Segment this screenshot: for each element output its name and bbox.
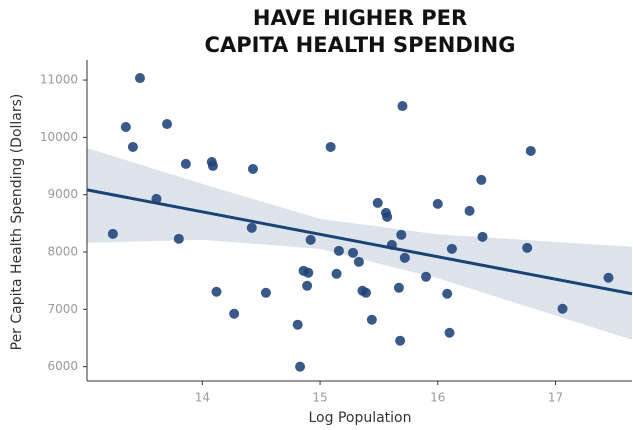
scatter-point	[557, 303, 568, 314]
x-axis-label: Log Population	[308, 410, 411, 426]
scatter-point	[302, 280, 313, 291]
scatter-point	[127, 141, 138, 152]
scatter-point	[396, 229, 407, 240]
scatter-point	[366, 314, 377, 325]
scatter-point	[393, 282, 404, 293]
scatter-point	[444, 327, 455, 338]
scatter-point	[331, 268, 342, 279]
regression-line	[86, 188, 633, 296]
scatter-point	[325, 141, 336, 152]
scatter-point	[292, 319, 303, 330]
scatter-point	[260, 287, 271, 298]
scatter-point	[305, 234, 316, 245]
scatter-point	[295, 361, 306, 372]
scatter-point	[134, 73, 145, 84]
chart-title: HAVE HIGHER PER	[253, 6, 467, 30]
scatter-point	[229, 308, 240, 319]
scatter-point	[382, 211, 393, 222]
scatter-point	[247, 163, 258, 174]
scatter-point	[120, 122, 131, 133]
scatter-point	[207, 160, 218, 171]
scatter-point	[211, 286, 222, 297]
y-axis-label: Per Capita Health Spending (Dollars)	[9, 94, 25, 351]
scatter-point	[525, 145, 536, 156]
scatter-point	[353, 256, 364, 267]
scatter-point	[107, 228, 118, 239]
scatter-point	[180, 158, 191, 169]
plot-area: 6000 7000 8000 9000 10000 11000 14 15 16 17	[40, 60, 633, 405]
scatter-point	[395, 335, 406, 346]
scatter-point	[522, 242, 533, 253]
scatter-point	[348, 247, 359, 258]
scatter-point	[421, 271, 432, 282]
scatter-point	[173, 233, 184, 244]
scatter-point	[303, 267, 314, 278]
scatter-point	[446, 243, 457, 254]
y-tick-label: 9000	[47, 187, 78, 201]
x-tick-label: 15	[312, 391, 327, 405]
scatter-point	[603, 272, 614, 283]
scatter-point	[397, 101, 408, 112]
chart-title: CAPITA HEALTH SPENDING	[205, 33, 516, 57]
scatter-point	[333, 245, 344, 256]
x-tick-label: 17	[548, 391, 563, 405]
y-tick-label: 11000	[40, 73, 78, 87]
scatter-point	[162, 119, 173, 130]
scatter-point	[372, 197, 383, 208]
scatter-point	[477, 231, 488, 242]
y-tick-label: 6000	[47, 359, 78, 373]
scatter-point	[442, 288, 453, 299]
scatter-point	[464, 205, 475, 216]
confidence-band	[87, 147, 632, 340]
y-tick-label: 8000	[47, 245, 78, 259]
scatter-point	[246, 222, 257, 233]
x-tick-label: 16	[430, 391, 445, 405]
scatter-point	[476, 174, 487, 185]
y-tick-label: 7000	[47, 302, 78, 316]
scatter-point	[432, 198, 443, 209]
x-tick-label: 14	[195, 391, 210, 405]
scatter-point	[360, 287, 371, 298]
y-tick-label: 10000	[40, 130, 78, 144]
scatter-point	[399, 252, 410, 263]
